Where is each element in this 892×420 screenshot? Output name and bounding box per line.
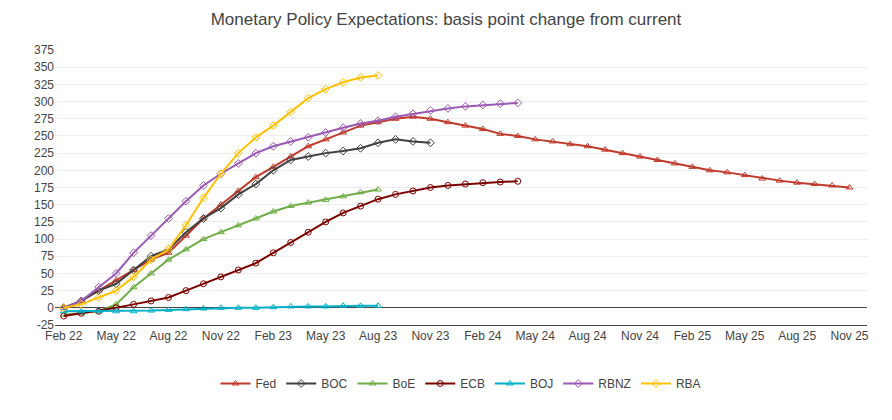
svg-text:375: 375 bbox=[34, 43, 54, 57]
svg-text:RBA: RBA bbox=[676, 377, 701, 391]
svg-text:175: 175 bbox=[34, 181, 54, 195]
svg-text:BoE: BoE bbox=[393, 377, 416, 391]
svg-text:Fed: Fed bbox=[256, 377, 277, 391]
svg-text:May 24: May 24 bbox=[516, 329, 556, 343]
svg-text:225: 225 bbox=[34, 146, 54, 160]
svg-text:Aug 24: Aug 24 bbox=[569, 329, 607, 343]
svg-text:Aug 22: Aug 22 bbox=[149, 329, 187, 343]
svg-text:125: 125 bbox=[34, 215, 54, 229]
svg-text:May 22: May 22 bbox=[96, 329, 136, 343]
svg-text:Aug 23: Aug 23 bbox=[359, 329, 397, 343]
svg-text:BOC: BOC bbox=[321, 377, 347, 391]
svg-text:Monetary Policy Expectations:: Monetary Policy Expectations: basis poin… bbox=[211, 10, 682, 29]
svg-text:Feb 22: Feb 22 bbox=[45, 329, 83, 343]
svg-text:Aug 25: Aug 25 bbox=[778, 329, 816, 343]
svg-text:200: 200 bbox=[34, 164, 54, 178]
svg-text:100: 100 bbox=[34, 232, 54, 246]
svg-text:250: 250 bbox=[34, 129, 54, 143]
svg-text:75: 75 bbox=[41, 249, 55, 263]
svg-text:25: 25 bbox=[41, 284, 55, 298]
svg-text:Feb 25: Feb 25 bbox=[674, 329, 712, 343]
svg-text:Nov 22: Nov 22 bbox=[202, 329, 240, 343]
svg-text:BOJ: BOJ bbox=[530, 377, 553, 391]
svg-text:Nov 23: Nov 23 bbox=[411, 329, 449, 343]
svg-text:May 25: May 25 bbox=[725, 329, 765, 343]
svg-text:Feb 23: Feb 23 bbox=[255, 329, 293, 343]
svg-text:-25: -25 bbox=[37, 318, 55, 332]
svg-text:275: 275 bbox=[34, 112, 54, 126]
svg-text:350: 350 bbox=[34, 60, 54, 74]
svg-text:May 23: May 23 bbox=[306, 329, 346, 343]
svg-text:0: 0 bbox=[47, 301, 54, 315]
svg-text:Nov 24: Nov 24 bbox=[621, 329, 659, 343]
svg-text:300: 300 bbox=[34, 95, 54, 109]
svg-text:Feb 24: Feb 24 bbox=[464, 329, 502, 343]
svg-text:325: 325 bbox=[34, 78, 54, 92]
svg-text:RBNZ: RBNZ bbox=[598, 377, 631, 391]
svg-text:150: 150 bbox=[34, 198, 54, 212]
svg-text:ECB: ECB bbox=[460, 377, 485, 391]
svg-text:Nov 25: Nov 25 bbox=[831, 329, 869, 343]
svg-text:50: 50 bbox=[41, 267, 55, 281]
